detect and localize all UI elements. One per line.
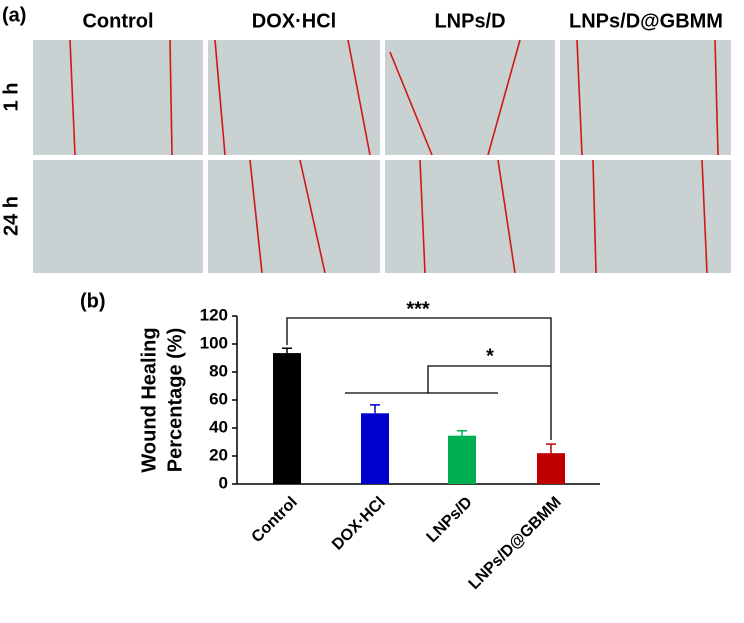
- y-tick-label: 0: [219, 473, 228, 492]
- y-axis-label: Wound Healing: [138, 327, 160, 472]
- wound-edge: [299, 159, 326, 274]
- wound-edge: [714, 39, 719, 156]
- y-tick-label: 120: [200, 305, 228, 324]
- column-label: DOX·HCl: [252, 10, 336, 32]
- wound-edge: [497, 159, 516, 274]
- wound-edge: [576, 39, 583, 156]
- row-label: 24 h: [0, 196, 22, 236]
- bar: [361, 413, 389, 484]
- x-tick-label: LNPs/D@GBMM: [466, 494, 565, 593]
- x-tick-label: Control: [249, 494, 301, 546]
- y-tick-label: 40: [209, 417, 228, 436]
- wound-edge: [419, 159, 426, 274]
- y-tick-label: 80: [209, 361, 228, 380]
- wound-edge: [592, 159, 597, 274]
- y-axis-label: Percentage (%): [164, 328, 186, 473]
- significance-mark: ***: [406, 298, 430, 320]
- micrograph: [560, 160, 731, 273]
- x-tick-label: DOX·HCl: [329, 494, 389, 554]
- micrographs: [33, 39, 731, 274]
- error-bar: [546, 443, 556, 454]
- y-tick-label: 100: [200, 333, 228, 352]
- micrograph: [385, 160, 555, 273]
- error-bar: [457, 430, 467, 436]
- wound-edge: [701, 159, 708, 274]
- column-label: LNPs/D: [434, 10, 505, 32]
- bar: [448, 435, 476, 484]
- wound-edge: [249, 159, 263, 274]
- error-bar: [282, 347, 292, 354]
- y-tick-label: 20: [209, 445, 228, 464]
- micrograph: [208, 40, 380, 155]
- y-tick-label: 60: [209, 389, 228, 408]
- wound-edge: [69, 39, 76, 156]
- micrograph: [385, 40, 555, 155]
- wound-edge: [389, 51, 433, 156]
- wound-edge: [214, 39, 226, 156]
- wound-edge: [169, 39, 173, 156]
- bar: [273, 353, 301, 484]
- wound-edge: [487, 39, 521, 156]
- panel-label: (b): [80, 290, 106, 312]
- significance-bracket: [427, 365, 551, 393]
- bar: [537, 453, 565, 484]
- micrograph: [33, 40, 203, 155]
- micrograph: [208, 160, 380, 273]
- wound-edge: [347, 39, 371, 156]
- significance-bracket: [286, 317, 552, 440]
- panel-label: (a): [2, 4, 26, 26]
- column-label: Control: [82, 10, 153, 32]
- row-label: 1 h: [0, 83, 22, 112]
- significance-mark: *: [486, 345, 494, 367]
- error-bar: [370, 404, 380, 414]
- micrograph: [560, 40, 731, 155]
- column-label: LNPs/D@GBMM: [569, 10, 723, 32]
- micrograph: [33, 160, 203, 273]
- x-tick-label: LNPs/D: [424, 494, 476, 546]
